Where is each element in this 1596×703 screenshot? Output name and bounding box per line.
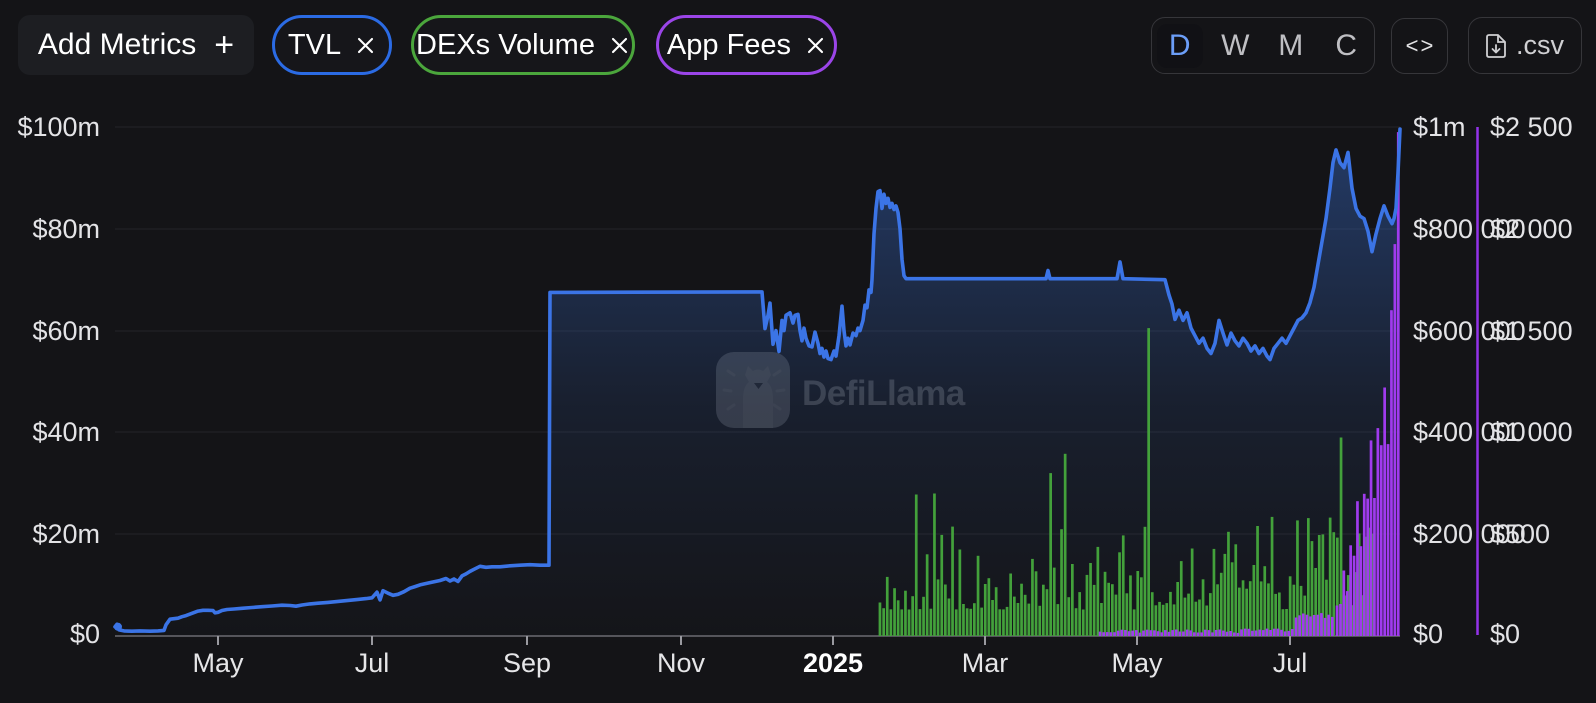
svg-text:$0: $0 bbox=[70, 619, 100, 649]
svg-text:2025: 2025 bbox=[803, 648, 863, 678]
svg-text:Jul: Jul bbox=[1273, 648, 1308, 678]
svg-text:Nov: Nov bbox=[657, 648, 706, 678]
svg-text:$0: $0 bbox=[1413, 619, 1443, 649]
svg-text:$20m: $20m bbox=[32, 519, 100, 549]
svg-text:$60m: $60m bbox=[32, 316, 100, 346]
svg-text:$0: $0 bbox=[1490, 619, 1520, 649]
svg-text:$2 500: $2 500 bbox=[1490, 112, 1573, 142]
svg-text:$500: $500 bbox=[1490, 519, 1550, 549]
svg-text:$40m: $40m bbox=[32, 417, 100, 447]
svg-text:Mar: Mar bbox=[962, 648, 1009, 678]
svg-text:Sep: Sep bbox=[503, 648, 551, 678]
svg-text:$800 000: $800 000 bbox=[1413, 214, 1526, 244]
svg-text:$80m: $80m bbox=[32, 214, 100, 244]
svg-text:$200 000: $200 000 bbox=[1413, 519, 1526, 549]
svg-text:$600 000: $600 000 bbox=[1413, 316, 1526, 346]
svg-text:$400 000: $400 000 bbox=[1413, 417, 1526, 447]
svg-text:$2 000: $2 000 bbox=[1490, 214, 1573, 244]
svg-text:$1m: $1m bbox=[1413, 112, 1466, 142]
svg-text:$1 500: $1 500 bbox=[1490, 316, 1573, 346]
svg-text:May: May bbox=[1111, 648, 1163, 678]
svg-text:$100m: $100m bbox=[17, 112, 100, 142]
svg-text:$1 000: $1 000 bbox=[1490, 417, 1573, 447]
svg-text:Jul: Jul bbox=[355, 648, 390, 678]
svg-text:DefiLlama: DefiLlama bbox=[802, 374, 966, 413]
svg-text:May: May bbox=[192, 648, 244, 678]
